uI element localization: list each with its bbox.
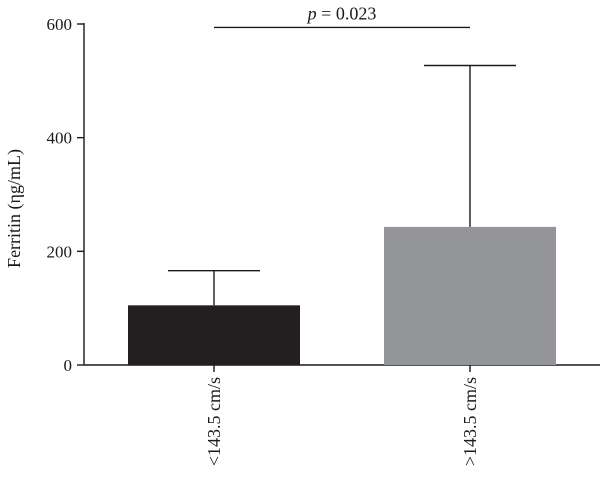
error-bars [168, 64, 516, 306]
x-tick-label: >143.5 cm/s [460, 377, 480, 466]
y-axis-label: Ferritin (ηg/mL) [4, 149, 25, 268]
significance-annotation: p = 0.023 [214, 3, 470, 29]
y-tick-label: 200 [47, 242, 73, 261]
y-tick-label: 600 [47, 15, 73, 34]
bar [128, 305, 300, 365]
p-symbol: p [306, 3, 317, 23]
y-tick-label: 400 [47, 129, 73, 148]
x-ticks: <143.5 cm/s >143.5 cm/s [204, 365, 480, 466]
bar [384, 226, 556, 365]
y-tick-label: 0 [64, 356, 73, 375]
x-tick-label: <143.5 cm/s [204, 377, 224, 466]
p-value-label: p = 0.023 [306, 3, 377, 23]
p-value-rest: = 0.023 [317, 3, 377, 23]
y-ticks: 0 200 400 600 [47, 15, 84, 375]
bars [128, 226, 556, 365]
